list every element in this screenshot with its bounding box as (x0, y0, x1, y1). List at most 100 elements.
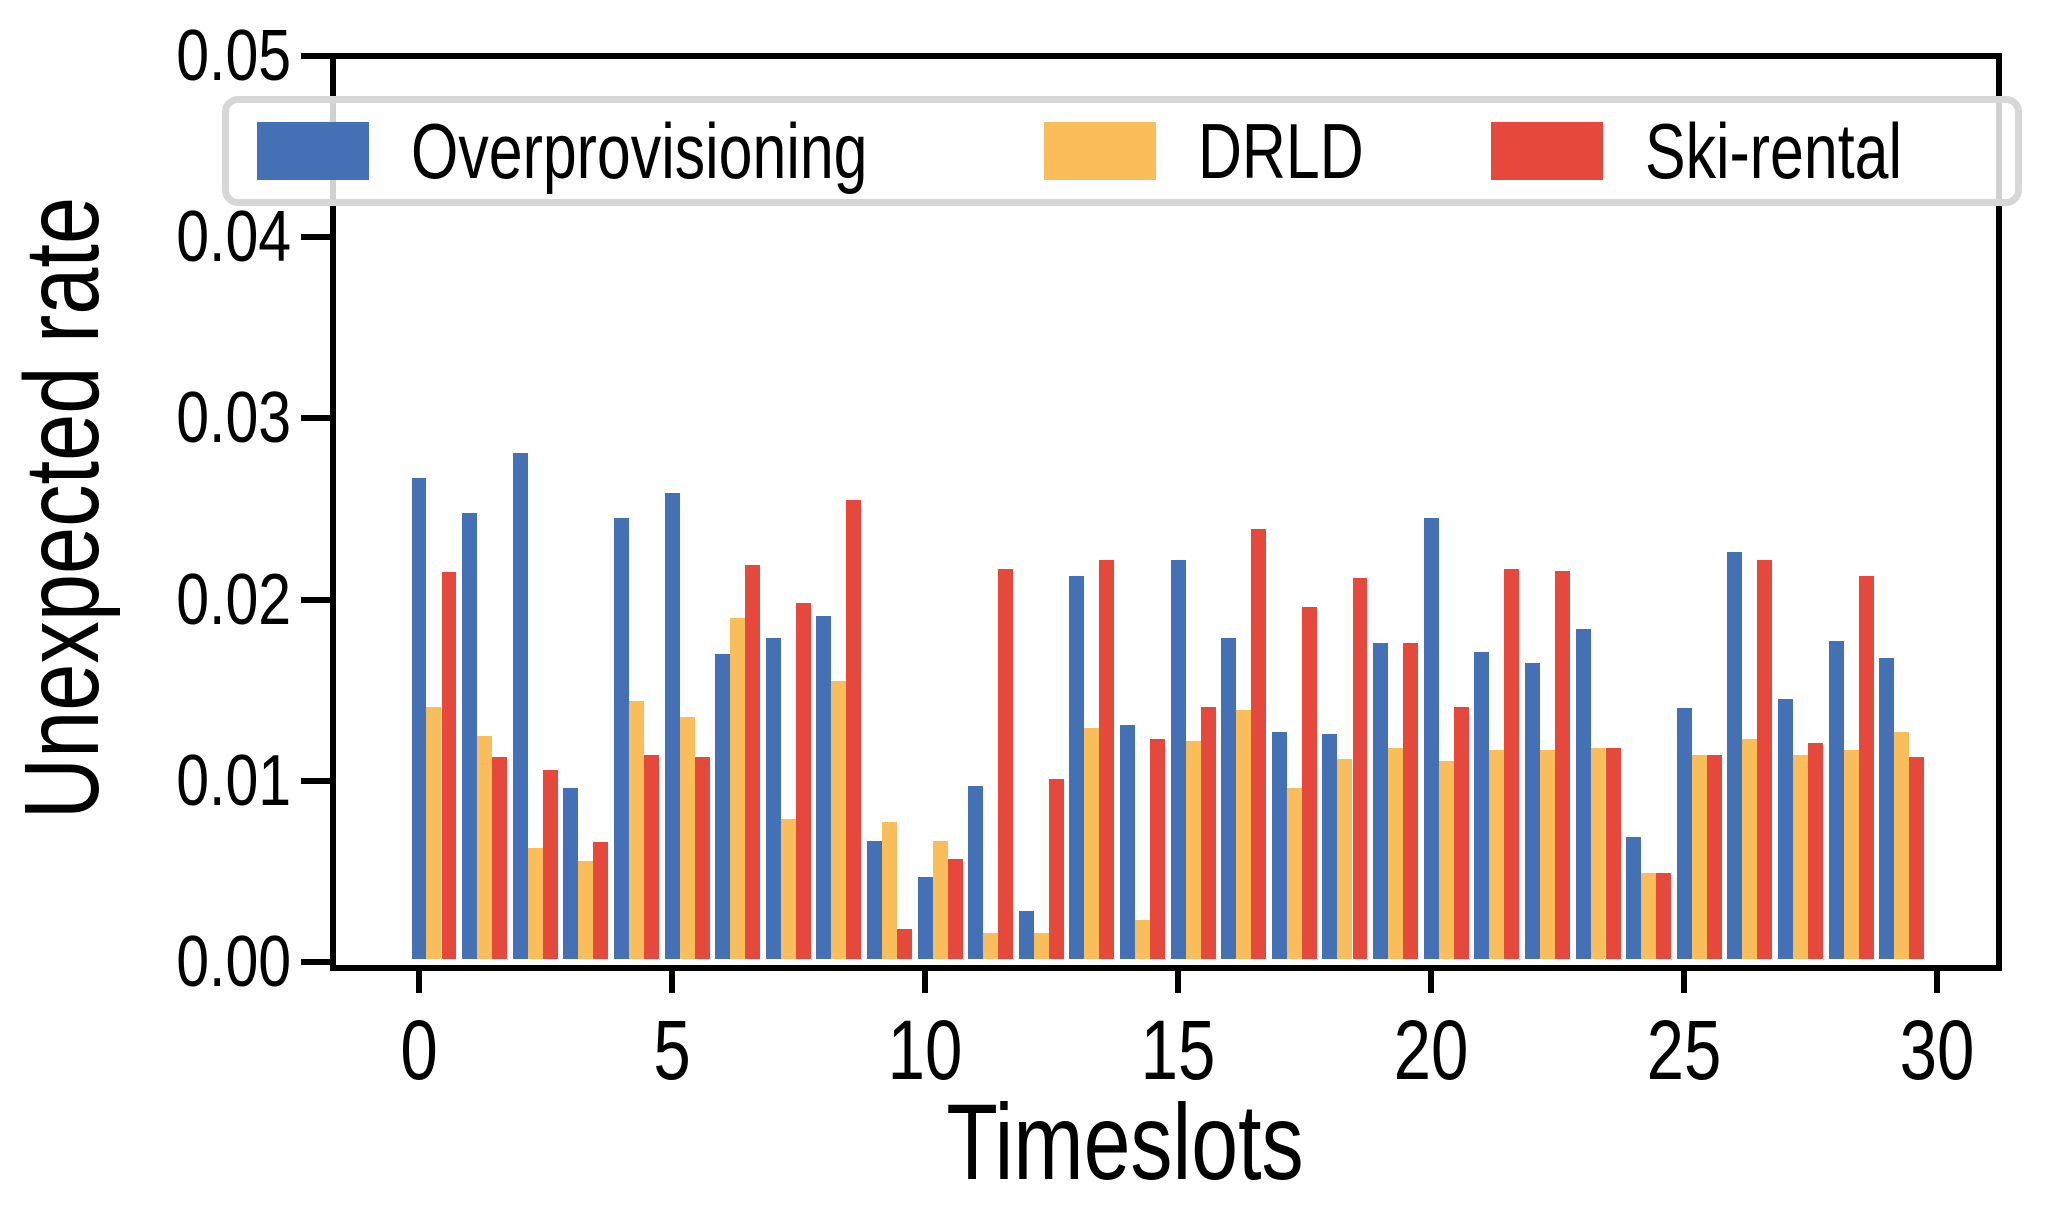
bar-ski-rental-7 (795, 603, 811, 959)
bar-ski-rental-25 (1706, 755, 1722, 959)
x-tick (416, 965, 422, 993)
bar-ski-rental-12 (1048, 778, 1064, 959)
x-tick-label: 20 (1393, 1003, 1469, 1097)
bar-overprovisioning-2 (512, 452, 528, 959)
bar-overprovisioning-21 (1474, 652, 1490, 959)
bar-ski-rental-4 (643, 755, 659, 959)
bar-ski-rental-0 (441, 572, 457, 959)
bar-ski-rental-18 (1352, 577, 1368, 959)
x-tick-label: 5 (653, 1003, 691, 1097)
bar-ski-rental-10 (947, 858, 963, 959)
bar-ski-rental-26 (1757, 559, 1773, 959)
bar-ski-rental-3 (593, 842, 609, 959)
bar-overprovisioning-0 (411, 478, 427, 959)
bar-overprovisioning-12 (1018, 911, 1034, 959)
bar-drld-9 (881, 822, 897, 959)
legend-item-overprovisioning: Overprovisioning (257, 103, 996, 199)
bar-ski-rental-15 (1200, 706, 1216, 959)
bar-ski-rental-17 (1301, 606, 1317, 959)
bar-drld-13 (1084, 728, 1100, 959)
legend-label-ski-rental: Ski-rental (1645, 107, 1902, 195)
x-tick (669, 965, 676, 993)
bar-drld-19 (1388, 748, 1404, 959)
bar-ski-rental-8 (846, 499, 862, 959)
bar-overprovisioning-3 (563, 788, 579, 959)
bar-ski-rental-1 (492, 757, 508, 959)
bar-ski-rental-11 (998, 568, 1014, 959)
bar-overprovisioning-13 (1069, 576, 1085, 959)
bar-drld-17 (1286, 788, 1302, 959)
x-tick (1681, 965, 1688, 993)
bar-drld-29 (1894, 731, 1910, 959)
bar-ski-rental-21 (1504, 568, 1520, 959)
bar-ski-rental-13 (1099, 559, 1115, 959)
bar-ski-rental-6 (745, 565, 761, 959)
bar-overprovisioning-11 (968, 786, 984, 959)
bar-ski-rental-23 (1605, 748, 1621, 959)
bar-overprovisioning-14 (1120, 724, 1136, 959)
bar-drld-28 (1843, 749, 1859, 959)
bar-drld-5 (679, 717, 695, 959)
bar-overprovisioning-1 (462, 512, 478, 959)
bar-drld-15 (1185, 740, 1201, 959)
legend-label-drld: DRLD (1198, 107, 1364, 195)
y-tick-label: 0.00 (176, 922, 291, 1002)
bar-overprovisioning-10 (917, 876, 933, 959)
legend-swatch-overprovisioning-icon (257, 122, 369, 180)
bar-overprovisioning-26 (1727, 552, 1743, 959)
bar-overprovisioning-15 (1170, 559, 1186, 959)
x-axis-label: Timeslots (946, 1081, 1304, 1202)
x-tick-label: 15 (1140, 1003, 1216, 1097)
bar-drld-21 (1489, 749, 1505, 959)
bar-drld-6 (730, 617, 746, 959)
bar-ski-rental-19 (1403, 643, 1419, 959)
bar-ski-rental-28 (1858, 576, 1874, 959)
bar-drld-27 (1792, 755, 1808, 959)
bar-overprovisioning-7 (765, 637, 781, 959)
x-tick-label: 0 (400, 1003, 438, 1097)
bar-drld-11 (983, 933, 999, 959)
bar-drld-25 (1691, 755, 1707, 959)
bar-overprovisioning-22 (1524, 663, 1540, 959)
legend-swatch-ski-rental-icon (1491, 122, 1603, 180)
bar-ski-rental-27 (1807, 742, 1823, 959)
bar-drld-14 (1135, 920, 1150, 959)
bar-drld-26 (1742, 739, 1758, 959)
y-tick-label: 0.04 (176, 197, 291, 278)
bar-drld-2 (527, 847, 543, 959)
x-tick-label: 10 (887, 1003, 963, 1097)
x-tick (1175, 965, 1182, 993)
y-tick (301, 596, 330, 603)
plot-area (330, 53, 2002, 971)
bar-ski-rental-2 (542, 769, 558, 959)
y-tick (301, 415, 330, 422)
y-tick (301, 234, 330, 241)
bar-drld-8 (831, 681, 847, 959)
y-tick-label: 0.02 (176, 559, 291, 640)
y-tick-label: 0.05 (176, 16, 291, 96)
bar-ski-rental-5 (694, 757, 710, 959)
y-tick (301, 777, 330, 784)
bar-drld-16 (1236, 710, 1252, 959)
bar-ski-rental-22 (1554, 570, 1570, 959)
bar-ski-rental-16 (1251, 528, 1267, 959)
legend-swatch-drld-icon (1044, 122, 1156, 180)
y-tick-label: 0.03 (176, 378, 291, 459)
bar-drld-7 (780, 818, 796, 959)
y-tick (301, 53, 330, 59)
bar-overprovisioning-24 (1626, 836, 1642, 959)
bar-overprovisioning-29 (1879, 657, 1895, 959)
bar-overprovisioning-8 (816, 615, 832, 959)
bar-overprovisioning-4 (613, 518, 629, 959)
bar-drld-10 (932, 840, 948, 959)
bar-drld-1 (477, 735, 493, 959)
x-tick-label: 25 (1646, 1003, 1722, 1097)
bar-ski-rental-29 (1909, 757, 1925, 959)
bar-ski-rental-14 (1150, 739, 1166, 959)
legend-label-overprovisioning: Overprovisioning (411, 107, 868, 195)
bar-overprovisioning-6 (715, 653, 731, 959)
bar-ski-rental-9 (897, 929, 912, 959)
